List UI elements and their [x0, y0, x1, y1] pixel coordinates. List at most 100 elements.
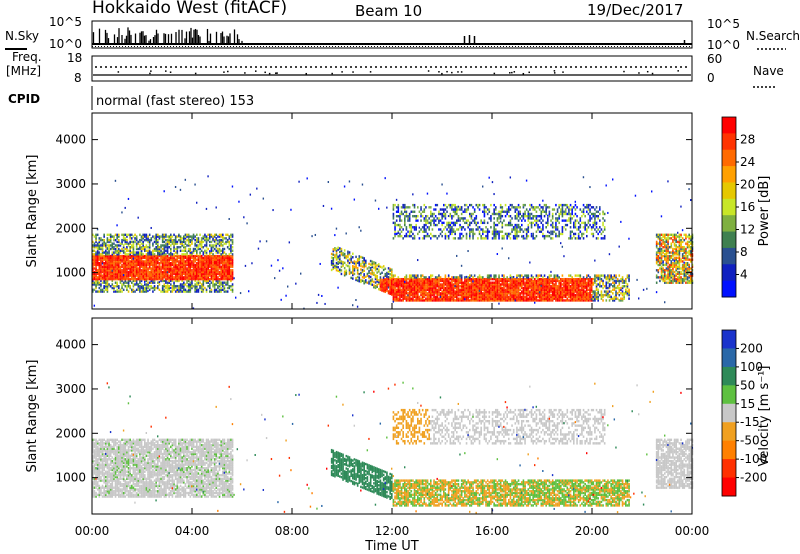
power-cell: [493, 232, 495, 236]
power-cell: [192, 256, 195, 260]
power-cell: [101, 267, 104, 270]
power-cell: [438, 293, 440, 297]
power-cell: [391, 272, 393, 275]
power-cell: [438, 292, 440, 295]
power-cell: [225, 267, 227, 270]
power-cell: [93, 254, 96, 258]
power-cell: [189, 249, 192, 252]
power-cell: [358, 262, 361, 265]
power-cell: [561, 232, 564, 236]
power-cell: [423, 228, 426, 231]
power-cell: [153, 272, 156, 276]
power-cell: [495, 234, 497, 238]
power-cell: [139, 258, 141, 261]
power-cell: [222, 272, 224, 276]
power-cell: [166, 242, 169, 245]
power-cell: [114, 258, 117, 261]
power-cell: [542, 232, 544, 236]
power-cell: [199, 270, 201, 274]
power-cell: [558, 203, 560, 207]
power-cell: [209, 240, 211, 244]
power-cell: [420, 293, 422, 297]
power-cell: [454, 286, 456, 290]
freq-dot: [305, 72, 308, 75]
power-cell: [496, 281, 499, 284]
power-cell: [226, 277, 229, 281]
power-cell: [218, 263, 221, 267]
power-cell: [472, 219, 474, 222]
power-cell: [160, 270, 162, 274]
power-cell: [512, 275, 515, 278]
power-cell: [148, 254, 151, 258]
power-cell: [157, 258, 159, 261]
power-cell: [137, 258, 140, 261]
power-cell: [109, 247, 112, 251]
power-cell: [218, 267, 221, 270]
power-cell: [482, 293, 484, 297]
power-cell: [522, 276, 525, 279]
power-cell: [134, 237, 136, 240]
power-cell: [165, 233, 167, 237]
power-cell: [392, 281, 395, 284]
power-cell: [529, 292, 531, 295]
power-cell: [509, 219, 512, 222]
power-cell: [186, 274, 188, 277]
power-cell: [101, 247, 104, 251]
power-cell: [493, 228, 495, 231]
power-cell: [174, 260, 177, 263]
power-cell: [501, 274, 504, 277]
power-cell: [220, 253, 222, 256]
power-cell: [508, 279, 510, 283]
power-cell: [148, 276, 151, 279]
power-cell: [108, 253, 110, 256]
power-cell: [116, 277, 118, 281]
power-cell: [363, 269, 365, 273]
power-cell: [400, 226, 403, 229]
power-cell: [196, 233, 198, 237]
power-cell: [92, 283, 94, 286]
power-cell: [124, 279, 127, 283]
power-cell: [503, 274, 505, 277]
power-cell: [369, 259, 372, 263]
power-cell: [155, 258, 157, 261]
power-cell: [124, 258, 127, 261]
power-cell: [170, 267, 172, 270]
power-cell: [415, 299, 417, 302]
power-cell: [173, 277, 175, 281]
power-cell: [96, 279, 99, 283]
power-cell: [555, 288, 557, 292]
power-cell: [105, 274, 107, 277]
power-cell: [194, 269, 196, 272]
power-cell: [134, 276, 136, 279]
power-cell: [561, 214, 564, 218]
power-cell: [147, 253, 149, 256]
power-cell: [473, 286, 476, 290]
power-cell: [548, 288, 551, 292]
power-cell: [467, 277, 469, 281]
power-cell: [387, 290, 390, 293]
power-cell: [209, 261, 211, 265]
power-cell: [460, 293, 463, 297]
power-cell: [332, 265, 335, 269]
power-cell: [158, 277, 161, 281]
power-cell: [114, 272, 117, 276]
power-cell: [158, 272, 161, 276]
power-cell: [441, 234, 443, 238]
power-cell: [145, 237, 148, 240]
power-cell: [410, 281, 413, 284]
power-cell: [369, 266, 372, 270]
power-cell: [558, 285, 560, 288]
power-cell: [514, 292, 517, 295]
power-cell: [540, 206, 543, 209]
power-cell: [491, 181, 494, 184]
power-cell: [105, 276, 107, 279]
power-cell: [105, 279, 107, 283]
power-cell: [210, 247, 213, 251]
power-cell: [482, 286, 484, 290]
power-cell: [194, 285, 196, 288]
power-cell: [434, 286, 437, 290]
power-cell: [127, 267, 130, 270]
power-cell: [202, 270, 205, 274]
power-cell: [96, 256, 99, 260]
power-cell: [452, 290, 455, 293]
